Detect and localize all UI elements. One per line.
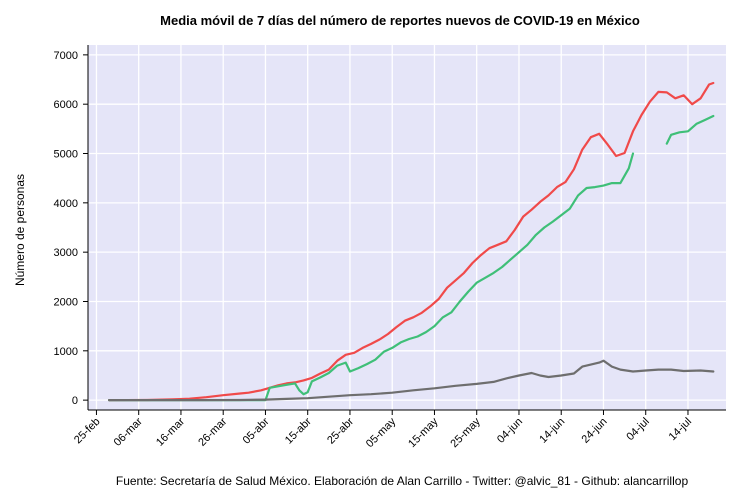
y-tick-label: 0	[72, 395, 78, 407]
series-line-2	[108, 152, 635, 402]
x-tick-label: 16-mar	[154, 415, 187, 448]
y-tick-label: 1000	[54, 346, 78, 358]
x-tick-label: 04-jun	[495, 416, 525, 446]
x-tick-label: 15-abr	[283, 415, 314, 446]
y-tick-label: 2000	[54, 296, 78, 308]
plot-background	[88, 45, 726, 410]
y-tick-label: 3000	[54, 247, 78, 259]
x-tick-label: 14-jun	[537, 416, 567, 446]
x-tick-label: 25-feb	[72, 416, 103, 447]
x-tick-label: 24-jun	[579, 416, 609, 446]
y-tick-label: 6000	[54, 99, 78, 111]
x-tick-label: 25-may	[448, 415, 483, 450]
y-axis-label: Número de personas	[13, 174, 27, 286]
x-tick-label: 06-mar	[112, 415, 145, 448]
x-tick-label: 26-mar	[196, 415, 229, 448]
source-note: Fuente: Secretaría de Salud México. Elab…	[116, 474, 689, 488]
y-tick-label: 4000	[54, 198, 78, 210]
chart-title: Media móvil de 7 días del número de repo…	[160, 13, 640, 28]
x-tick-label: 15-may	[406, 415, 441, 450]
x-tick-label: 05-abr	[241, 415, 272, 446]
y-tick-label: 5000	[54, 149, 78, 161]
x-tick-label: 05-may	[364, 415, 399, 450]
series-line-2	[665, 114, 715, 145]
series-line-3	[108, 359, 715, 402]
plot-area: 0 1000 2000 3000 4000 5000 6000 7000 25-feb 06-ma…	[54, 45, 726, 450]
series-line-1	[108, 81, 715, 402]
x-tick-label: 25-abr	[325, 415, 356, 446]
x-tick-label: 04-jul	[624, 416, 652, 444]
x-tick-label: 14-jul	[667, 416, 695, 444]
y-tick-label: 7000	[54, 50, 78, 62]
